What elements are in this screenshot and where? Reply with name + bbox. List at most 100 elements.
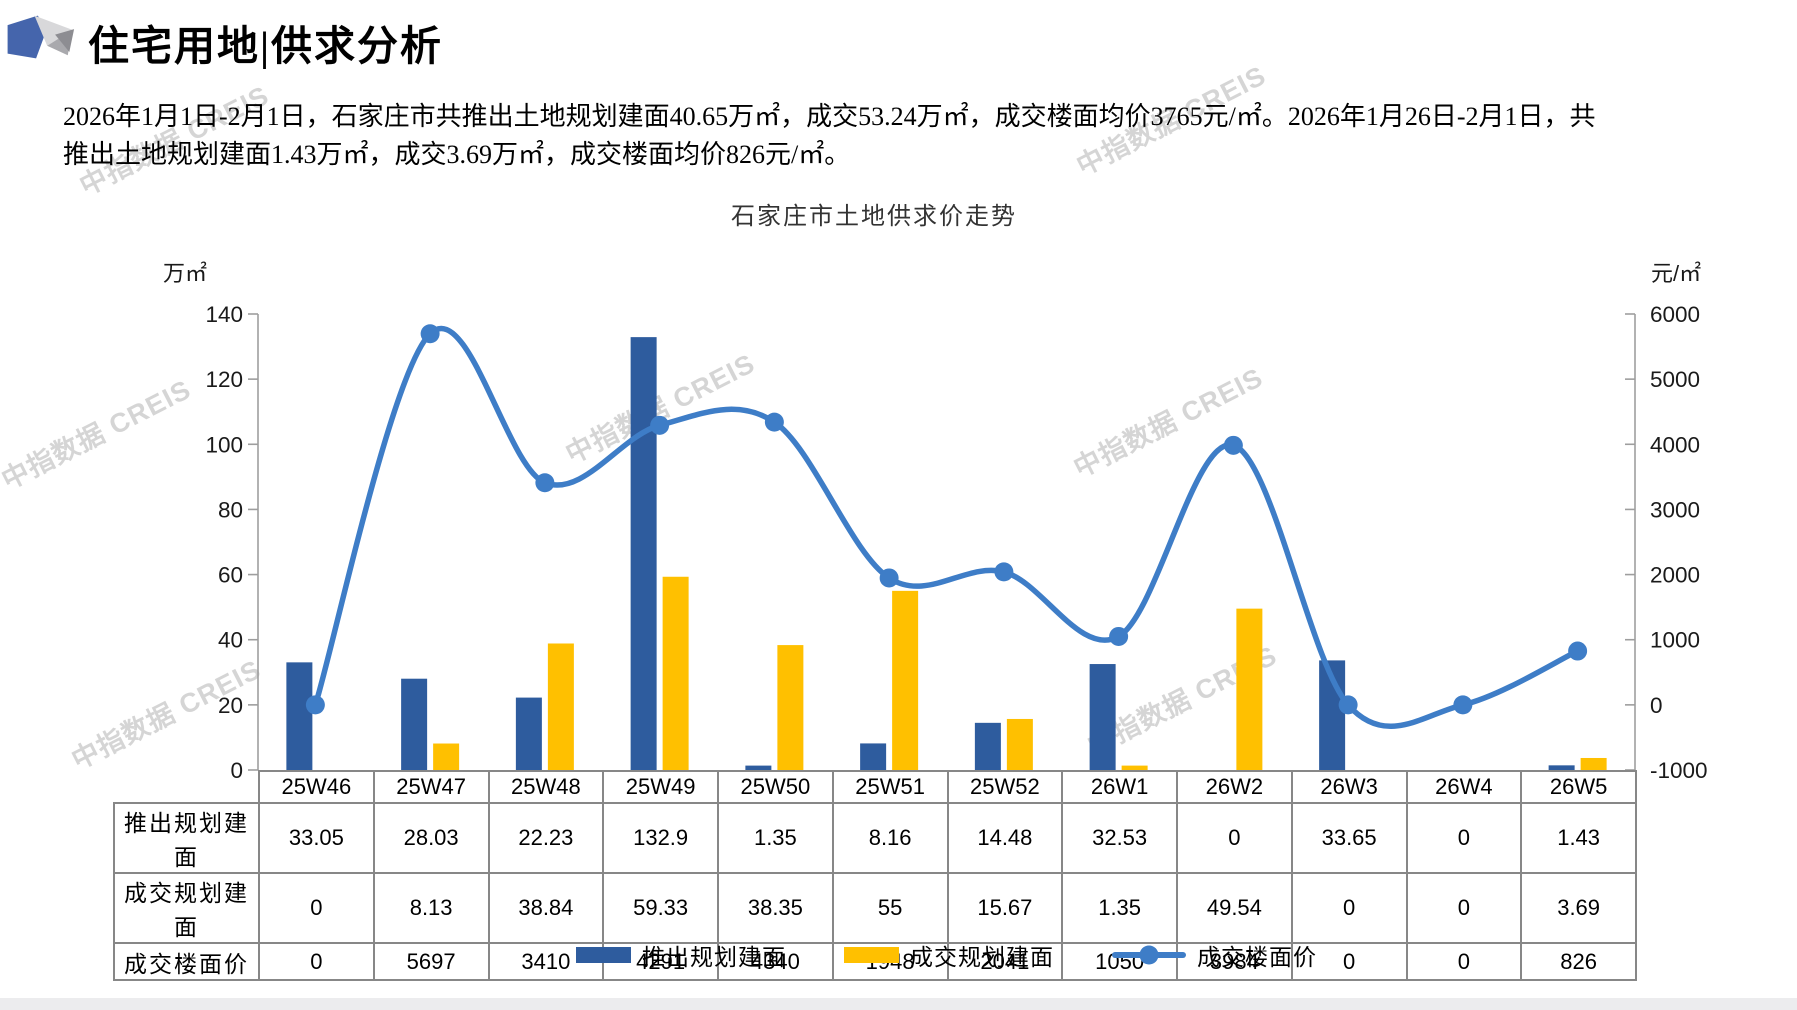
launched-bar-swatch-icon (576, 947, 631, 963)
summary-text: 2026年1月1日-2月1日，石家庄市共推出土地规划建面40.65万㎡，成交53… (63, 98, 1596, 174)
right-axis-unit: 元/㎡ (1651, 261, 1701, 286)
value-cell: 0 (258, 942, 375, 981)
launched-bar (286, 662, 313, 770)
value-cell: 15.67 (946, 872, 1064, 944)
summary-line-2: 推出土地规划建面1.43万㎡，成交3.69万㎡，成交楼面均价826元/㎡。 (63, 140, 851, 169)
week-header-cell: 25W51 (831, 770, 949, 804)
price-point (535, 473, 555, 493)
row-label-cell: 推出规划建面 (113, 802, 260, 874)
value-cell: 0 (258, 872, 375, 944)
right-axis-tick-label: 3000 (1650, 497, 1700, 522)
sold-bar (547, 643, 574, 770)
value-cell: 0 (1405, 872, 1523, 944)
left-axis-tick-label: 100 (205, 432, 243, 457)
sold-bar-swatch-icon (844, 947, 899, 963)
value-cell: 4340 (717, 942, 834, 981)
sold-bar (662, 576, 689, 770)
price-point (305, 695, 325, 715)
value-cell: 5697 (372, 942, 490, 981)
value-cell: 0 (1290, 942, 1408, 981)
price-point (1109, 626, 1129, 646)
left-axis-tick-label: 140 (205, 302, 243, 327)
launched-bar (860, 743, 887, 770)
value-cell: 8.13 (372, 872, 490, 944)
week-header-cell: 26W1 (1061, 770, 1178, 804)
price-point (879, 568, 899, 588)
week-header-cell: 26W2 (1176, 770, 1293, 804)
value-cell: 2041 (946, 942, 1064, 981)
price-point (1338, 695, 1358, 715)
price-point (1223, 435, 1243, 455)
watermark: 中指数据 CREIS (560, 348, 760, 470)
price-marker-icon (1139, 945, 1159, 965)
week-header-cell: 25W48 (487, 770, 605, 804)
logo-icon (7, 15, 75, 59)
right-axis-tick-label: 2000 (1650, 563, 1700, 588)
launched-bar (1319, 660, 1346, 770)
data-table: 25W46 25W47 25W48 25W49 25W50 25W51 25W52 26W1 2… (113, 770, 1637, 981)
legend-label: 推出规划建面 (642, 945, 786, 970)
value-cell: 38.84 (487, 872, 605, 944)
summary-line-1: 2026年1月1日-2月1日，石家庄市共推出土地规划建面40.65万㎡，成交53… (63, 102, 1596, 131)
week-header-cell: 26W5 (1520, 770, 1637, 804)
value-cell: 3984 (1176, 942, 1293, 981)
value-cell: 14.48 (946, 802, 1064, 874)
value-cell: 3.69 (1520, 872, 1637, 944)
value-cell: 22.23 (487, 802, 605, 874)
row-label-cell: 成交楼面价 (113, 942, 260, 981)
legend-label: 成交规划建面 (910, 945, 1054, 970)
price-point (1568, 641, 1588, 661)
page-title: 住宅用地|供求分析 (88, 23, 444, 69)
value-cell: 1050 (1061, 942, 1178, 981)
right-axis-tick-label: -1000 (1650, 758, 1708, 783)
row-label-cell: 成交规划建面 (113, 872, 260, 944)
page-bottom-edge (0, 998, 1797, 1010)
price-point (994, 562, 1014, 582)
price-point (764, 412, 784, 432)
value-cell: 1.35 (717, 802, 834, 874)
value-cell: 8.16 (831, 802, 949, 874)
week-header-cell: 25W46 (258, 770, 375, 804)
watermark: 中指数据 CREIS (1082, 640, 1282, 762)
sold-bar (777, 645, 804, 770)
price-point (420, 324, 440, 344)
launched-bar (515, 697, 542, 770)
left-axis-tick-label: 40 (218, 628, 243, 653)
value-cell: 28.03 (372, 802, 490, 874)
right-axis-tick-label: 4000 (1650, 432, 1700, 457)
value-cell: 49.54 (1176, 872, 1293, 944)
value-cell: 826 (1520, 942, 1637, 981)
week-header-cell: 26W3 (1290, 770, 1408, 804)
value-cell: 38.35 (717, 872, 834, 944)
right-axis-tick-label: 0 (1650, 693, 1663, 718)
sold-bar (1006, 718, 1033, 770)
week-header-row: 25W46 25W47 25W48 25W49 25W50 25W51 25W52 26W1 2… (114, 770, 1637, 804)
value-cell: 33.05 (258, 802, 375, 874)
legend-label: 成交楼面价 (1197, 945, 1317, 970)
value-cell: 1.35 (1061, 872, 1178, 944)
table-row: 成交规划建面 0 8.13 38.84 59.33 38.35 55 15.67 1.35 49.… (113, 872, 1637, 944)
legend-item: 推出规划建面 (576, 938, 786, 972)
value-cell: 32.53 (1061, 802, 1178, 874)
sold-bar (892, 590, 919, 770)
value-cell: 33.65 (1290, 802, 1408, 874)
week-header-cell: 25W50 (717, 770, 834, 804)
value-cell: 1.43 (1520, 802, 1637, 874)
value-cell: 59.33 (602, 872, 719, 944)
value-cell: 132.9 (602, 802, 719, 874)
price-point (1453, 695, 1473, 715)
price-line-swatch-icon (1112, 945, 1186, 965)
week-header-cell: 26W4 (1405, 770, 1523, 804)
left-axis-unit: 万㎡ (163, 261, 207, 286)
chart-legend: 推出规划建面 成交规划建面 成交楼面价 (258, 938, 1635, 972)
value-cell: 0 (1290, 872, 1408, 944)
right-axis-tick-label: 6000 (1650, 302, 1700, 327)
week-header-cell: 25W52 (946, 770, 1064, 804)
value-cell: 0 (1405, 802, 1523, 874)
week-header-cell: 25W49 (602, 770, 719, 804)
launched-bar (974, 722, 1001, 770)
value-cell: 0 (1405, 942, 1523, 981)
sold-bar (433, 743, 460, 770)
launched-bar (401, 678, 428, 770)
